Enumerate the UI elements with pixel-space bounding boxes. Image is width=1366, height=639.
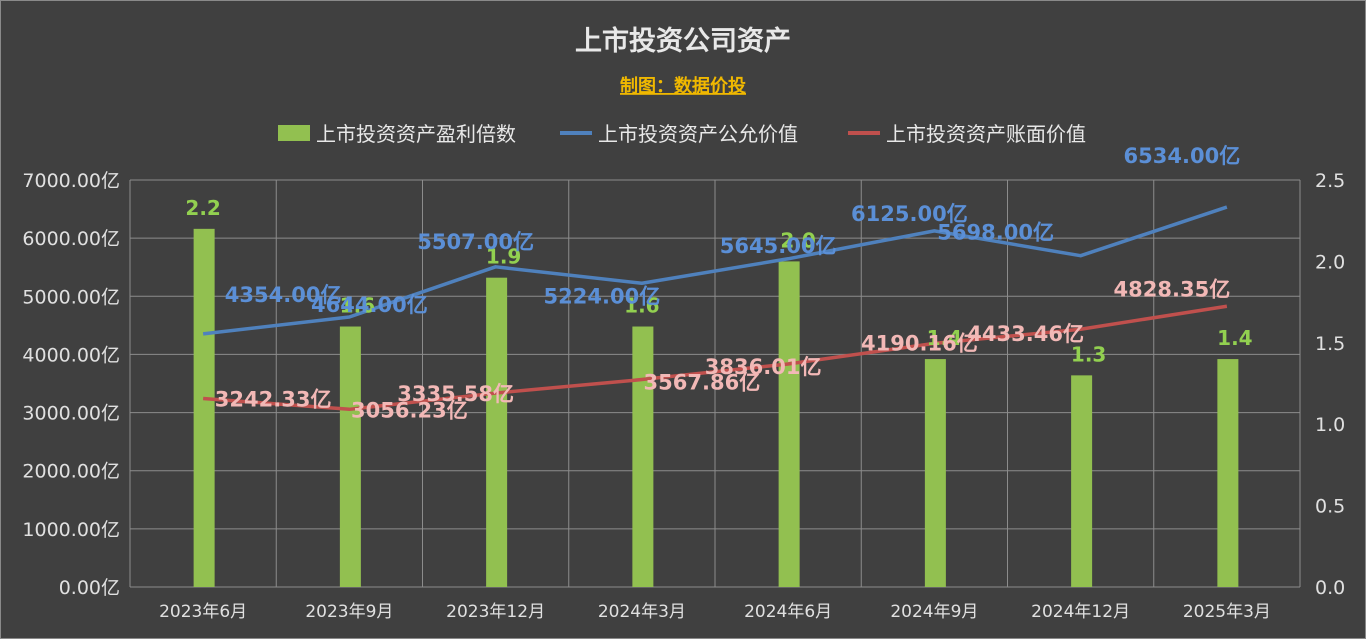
y-left-tick-label: 6000.00亿 xyxy=(22,228,120,250)
bar xyxy=(1071,375,1093,587)
bar xyxy=(193,228,215,587)
fair-value-label: 5507.00亿 xyxy=(417,230,534,254)
y-right-tick-label: 2.0 xyxy=(1315,251,1345,273)
bar-data-label: 1.4 xyxy=(927,326,962,350)
fair-value-label: 6534.00亿 xyxy=(1124,144,1241,168)
data-labels: 2.2 1.6 1.9 1.6 2.0 1.4 1.3 1.4 4354.00亿4644.00亿… xyxy=(185,144,1252,422)
x-tick-label: 2024年9月 xyxy=(890,602,978,622)
bar-data-label: 1.3 xyxy=(1071,342,1106,366)
bar-data-label: 1.9 xyxy=(486,245,521,269)
fair-value-label: 4354.00亿 xyxy=(225,283,342,307)
x-tick-label: 2023年6月 xyxy=(159,602,247,622)
line-series xyxy=(202,205,1228,412)
x-tick-label: 2023年12月 xyxy=(446,602,545,622)
x-tick-label: 2024年12月 xyxy=(1031,602,1130,622)
legend-swatch xyxy=(278,125,310,141)
book-value-label: 3056.23亿 xyxy=(351,398,468,422)
x-tick-label: 2023年9月 xyxy=(305,602,393,622)
book-value-label: 3836.01亿 xyxy=(705,355,822,379)
gridlines xyxy=(129,179,1301,588)
x-tick-label: 2024年6月 xyxy=(744,602,832,622)
y-left-tick-label: 3000.00亿 xyxy=(22,403,120,425)
book-value-label: 3567.86亿 xyxy=(644,371,761,395)
legend: 上市投资资产盈利倍数 上市投资资产公允价值 上市投资资产账面价值 xyxy=(278,122,1086,146)
book-value-label: 4433.46亿 xyxy=(967,322,1084,346)
fair-value-label: 5224.00亿 xyxy=(544,284,661,308)
legend-entry-label: 上市投资资产账面价值 xyxy=(886,122,1086,146)
book-value-label: 3335.58亿 xyxy=(397,382,514,406)
y-left-tick-label: 1000.00亿 xyxy=(22,519,120,541)
y-right-tick-label: 1.5 xyxy=(1315,333,1345,355)
fair-value-label: 5698.00亿 xyxy=(937,221,1054,245)
y-right-tick-label: 0.5 xyxy=(1315,496,1345,518)
bar-data-label: 1.6 xyxy=(624,294,659,318)
y-right-tick-label: 1.0 xyxy=(1315,414,1345,436)
book-value-label: 4190.16亿 xyxy=(861,331,978,355)
book-value-label: 4828.35亿 xyxy=(1114,277,1231,301)
chart-subtitle: 制图：数据价投 xyxy=(620,75,746,97)
series-line xyxy=(202,304,1228,412)
bar-data-label: 1.4 xyxy=(1217,326,1252,350)
bar xyxy=(924,359,946,587)
y-right-tick-label: 2.5 xyxy=(1315,170,1345,192)
y-left-tick-label: 4000.00亿 xyxy=(22,344,120,366)
bar-series xyxy=(193,228,1239,587)
x-tick-label: 2024年3月 xyxy=(598,602,686,622)
bar-data-label: 2.2 xyxy=(185,196,220,220)
fair-value-label: 6125.00亿 xyxy=(851,202,968,226)
y-left-tick-label: 2000.00亿 xyxy=(22,461,120,483)
bar-data-label: 2.0 xyxy=(780,228,815,252)
axes: 0.00亿 1000.00亿 2000.00亿 3000.00亿 4000.00亿 500… xyxy=(22,170,1345,622)
fair-value-label: 4644.00亿 xyxy=(311,293,428,317)
series-line xyxy=(202,205,1228,336)
bar xyxy=(486,277,508,587)
y-left-tick-label: 0.00亿 xyxy=(59,577,120,599)
y-right-tick-label: 0.0 xyxy=(1315,577,1345,599)
bar-data-label: 1.6 xyxy=(340,294,375,318)
bar xyxy=(1217,359,1239,587)
book-value-label: 3242.33亿 xyxy=(215,387,332,411)
bar xyxy=(632,326,654,587)
fair-value-label: 5645.00亿 xyxy=(720,234,837,258)
bar xyxy=(339,326,361,587)
legend-entry-label: 上市投资资产盈利倍数 xyxy=(316,122,516,146)
y-left-tick-label: 5000.00亿 xyxy=(22,286,120,308)
bar xyxy=(778,261,800,587)
legend-entry-label: 上市投资资产公允价值 xyxy=(598,122,798,146)
chart-title: 上市投资公司资产 xyxy=(575,25,791,57)
y-left-tick-label: 7000.00亿 xyxy=(22,170,120,192)
x-tick-label: 2025年3月 xyxy=(1183,602,1271,622)
